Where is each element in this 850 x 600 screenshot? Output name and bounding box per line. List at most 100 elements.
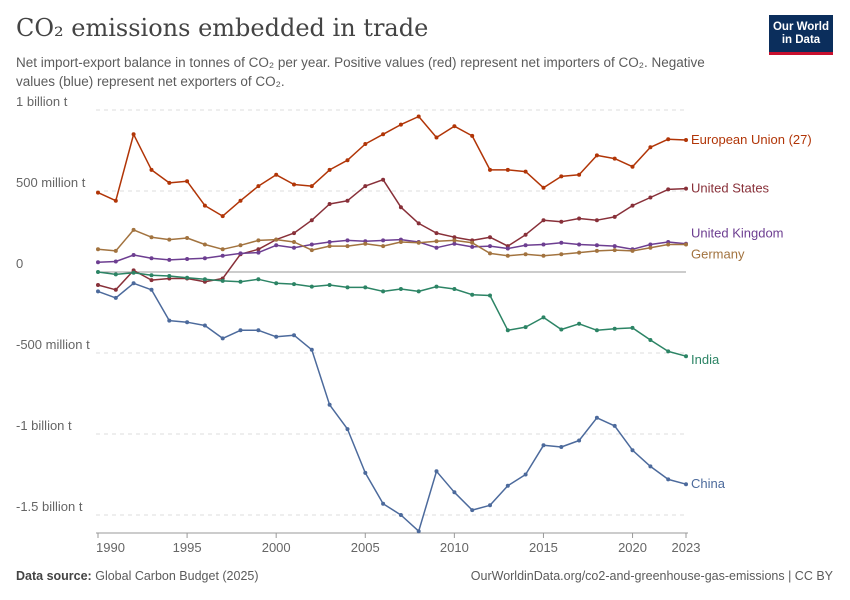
data-point	[131, 132, 136, 137]
data-point	[684, 242, 688, 247]
data-point	[327, 402, 332, 407]
data-point	[96, 270, 100, 274]
data-point	[648, 464, 653, 469]
data-point	[292, 182, 296, 187]
series-label: United Kingdom	[691, 226, 784, 241]
data-point	[505, 167, 510, 172]
data-point	[612, 326, 617, 331]
data-point	[684, 482, 688, 487]
data-point	[113, 259, 118, 264]
data-point	[309, 242, 314, 247]
data-point	[434, 231, 439, 236]
data-point	[292, 333, 296, 338]
data-point	[523, 169, 528, 174]
data-point	[149, 287, 154, 292]
data-point	[416, 221, 421, 226]
x-tick-label: 1990	[96, 540, 125, 555]
data-point	[96, 247, 100, 252]
series-line	[97, 282, 687, 532]
data-point	[684, 138, 688, 142]
data-point	[149, 273, 154, 278]
data-point	[345, 198, 350, 203]
series-united-kingdom[interactable]	[96, 237, 688, 265]
data-point	[577, 172, 582, 177]
data-point	[648, 245, 653, 250]
series-line	[97, 238, 687, 264]
data-point	[256, 328, 261, 333]
data-point	[594, 218, 599, 223]
data-point	[238, 279, 243, 284]
series-european-union-27[interactable]	[96, 114, 688, 219]
data-point	[327, 283, 332, 287]
data-point	[363, 184, 368, 189]
series-line	[97, 178, 687, 291]
data-point	[541, 218, 546, 223]
data-point	[434, 239, 439, 244]
data-point	[220, 247, 225, 252]
data-point	[416, 114, 421, 119]
data-point	[452, 287, 457, 291]
data-point	[505, 253, 510, 258]
data-point	[113, 295, 118, 300]
data-point	[470, 244, 475, 249]
x-tick-label: 2005	[351, 540, 380, 555]
data-point	[666, 477, 671, 482]
data-point	[220, 253, 225, 258]
data-point	[256, 250, 261, 255]
series-label: China	[691, 476, 726, 491]
data-point	[202, 242, 207, 247]
data-point	[274, 172, 279, 177]
data-point	[113, 287, 118, 292]
data-point	[345, 244, 350, 249]
data-point	[594, 153, 599, 158]
owid-logo[interactable]: Our World in Data	[769, 15, 833, 55]
data-point	[470, 133, 475, 138]
data-point	[202, 277, 207, 282]
logo-line-1: Our World	[772, 20, 829, 33]
x-tick-label: 2015	[529, 540, 558, 555]
data-point	[559, 219, 564, 224]
data-point	[131, 253, 136, 257]
data-point	[488, 293, 492, 298]
data-source: Data source: Global Carbon Budget (2025)	[16, 569, 259, 583]
data-point	[488, 503, 492, 508]
data-source-label: Data source:	[16, 569, 92, 583]
data-point	[167, 318, 172, 323]
data-point	[149, 167, 154, 172]
data-point	[381, 289, 386, 294]
data-point	[327, 202, 332, 206]
data-point	[612, 423, 617, 428]
data-point	[577, 216, 582, 221]
data-point	[220, 214, 225, 219]
data-point	[630, 203, 635, 208]
data-point	[185, 236, 190, 240]
data-point	[292, 245, 296, 250]
data-point	[363, 241, 368, 246]
series-label: United States	[691, 181, 770, 196]
data-point	[220, 278, 225, 283]
data-point	[167, 180, 172, 185]
x-tick-label: 2010	[440, 540, 469, 555]
data-point	[345, 158, 350, 163]
data-point	[149, 256, 154, 261]
data-point	[452, 235, 457, 240]
data-point	[523, 243, 528, 248]
data-point	[381, 177, 386, 182]
data-point	[559, 174, 564, 179]
series-india[interactable]	[96, 270, 688, 359]
data-point	[630, 164, 635, 169]
data-point	[630, 448, 635, 453]
source-url[interactable]: OurWorldinData.org/co2-and-greenhouse-ga…	[470, 569, 833, 583]
series-united-states[interactable]	[96, 177, 688, 292]
series-labels: European Union (27) United States United K…	[691, 132, 812, 491]
series-china[interactable]	[96, 281, 688, 534]
data-point	[309, 284, 314, 289]
data-point	[666, 137, 671, 142]
data-point	[256, 277, 261, 282]
x-tick-label: 2023	[672, 540, 701, 555]
data-point	[185, 179, 190, 184]
data-point	[274, 237, 279, 242]
series-germany[interactable]	[96, 227, 688, 258]
data-point	[398, 240, 403, 244]
x-tick-label: 2020	[618, 540, 647, 555]
